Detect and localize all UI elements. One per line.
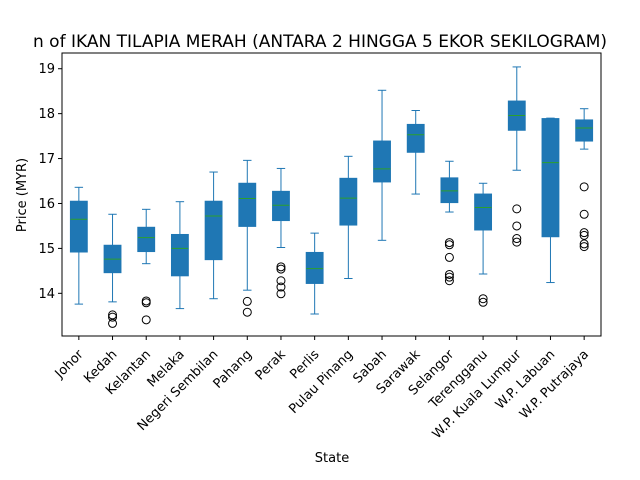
chart-title: n of IKAN TILAPIA MERAH (ANTARA 2 HINGGA… xyxy=(33,32,607,52)
flier-point xyxy=(512,234,522,244)
box-14 xyxy=(541,118,560,238)
x-axis-label: State xyxy=(315,451,349,466)
y-tick-label: 18 xyxy=(38,107,55,122)
box-12 xyxy=(474,193,493,231)
flier-point xyxy=(276,262,286,272)
box-0 xyxy=(69,200,88,253)
y-tick-label: 17 xyxy=(38,152,55,167)
flier-point xyxy=(141,298,151,308)
y-tick-label: 16 xyxy=(38,197,55,212)
box-9 xyxy=(373,140,391,183)
flier-point xyxy=(276,289,286,299)
flier-point xyxy=(444,240,454,250)
flier-point xyxy=(579,242,589,252)
flier-point xyxy=(478,297,488,307)
flier-point xyxy=(141,296,151,306)
flier-point xyxy=(276,264,286,274)
flier-point xyxy=(108,310,118,320)
flier-point xyxy=(242,296,252,306)
flier-point xyxy=(579,209,589,219)
flier-point xyxy=(579,228,589,238)
flier-point xyxy=(512,237,522,247)
flier-point xyxy=(579,230,589,240)
y-tick-label: 15 xyxy=(38,242,55,257)
box-4 xyxy=(204,200,223,261)
plot-area: 141516171819JohorKedahKelantanMelakaNege… xyxy=(38,52,602,442)
box-2 xyxy=(137,226,156,253)
y-tick-label: 19 xyxy=(38,62,55,77)
box-15 xyxy=(575,119,594,142)
box-6 xyxy=(272,190,290,222)
flier-point xyxy=(579,239,589,249)
flier-point xyxy=(512,204,522,214)
box-8 xyxy=(339,177,358,226)
flier-point xyxy=(512,221,522,231)
flier-point xyxy=(579,182,589,192)
box-5 xyxy=(238,182,257,227)
flier-point xyxy=(141,315,151,325)
flier-point xyxy=(444,272,454,282)
flier-point xyxy=(108,312,118,322)
axes-frame xyxy=(61,52,602,337)
flier-point xyxy=(108,318,118,328)
flier-point xyxy=(276,282,286,292)
flier-point xyxy=(444,238,454,248)
x-tick-label: Perak xyxy=(253,347,290,384)
flier-point xyxy=(478,294,488,304)
flier-point xyxy=(444,276,454,286)
y-tick-label: 14 xyxy=(38,287,55,302)
flier-point xyxy=(444,269,454,279)
flier-point xyxy=(444,252,454,262)
flier-point xyxy=(276,276,286,286)
box-11 xyxy=(440,177,459,204)
flier-point xyxy=(242,307,252,317)
box-3 xyxy=(170,233,189,277)
box-10 xyxy=(406,123,425,153)
box-7 xyxy=(305,251,324,284)
y-axis-label: Price (MYR) xyxy=(15,158,30,232)
